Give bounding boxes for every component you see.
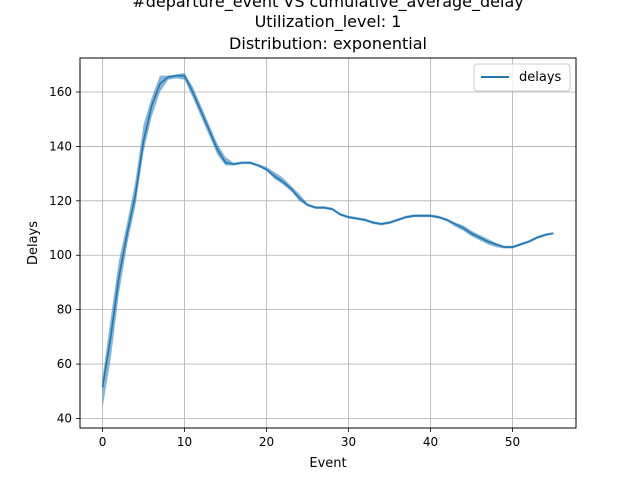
y-tick-label: 140 [49,139,72,153]
grid [80,58,576,428]
series-layer [101,72,554,408]
y-tick-label: 100 [49,248,72,262]
chart-title-line-3: Distribution: exponential [229,34,427,53]
y-tick-label: 160 [49,85,72,99]
chart-title: #departure_event VS cumulative_average_d… [132,0,523,53]
y-tick-label: 120 [49,194,72,208]
x-tick-label: 10 [177,435,192,449]
chart-title-line-1: #departure_event VS cumulative_average_d… [132,0,523,12]
x-tick-label: 50 [505,435,520,449]
y-tick-label: 60 [57,357,72,371]
y-tick-label: 40 [57,411,72,425]
x-tick-label: 0 [99,435,107,449]
y-axis-label: Delays [26,221,41,265]
legend-box [473,63,571,92]
y-tick-label: 80 [57,303,72,317]
x-tick-label: 20 [259,435,274,449]
x-tick-label: 30 [341,435,356,449]
legend: delays [473,63,571,92]
plot-frame [79,57,577,429]
legend-label-delays: delays [519,70,562,85]
ticks: 0 10 20 30 40 50 40 60 80 100 120 140 160 [49,85,520,449]
series-line-delays [101,74,554,388]
chart-title-line-2: Utilization_level: 1 [255,12,402,32]
x-axis-label: Event [309,456,346,471]
x-tick-label: 40 [423,435,438,449]
